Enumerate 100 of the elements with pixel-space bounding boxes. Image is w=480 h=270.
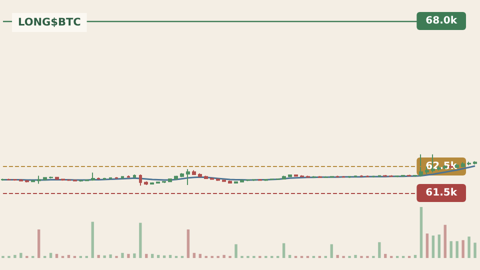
candlestick bbox=[473, 160, 477, 165]
candlestick bbox=[252, 178, 256, 182]
candlestick bbox=[49, 176, 53, 179]
candlestick bbox=[389, 174, 393, 178]
candlestick bbox=[413, 174, 417, 178]
candlestick bbox=[288, 174, 292, 178]
y-tick-label: 68.0k bbox=[426, 16, 458, 26]
bar bbox=[156, 254, 160, 258]
bar bbox=[282, 243, 286, 258]
candlestick bbox=[133, 174, 136, 179]
bar bbox=[426, 234, 429, 258]
bar bbox=[198, 254, 202, 258]
bar bbox=[336, 254, 339, 258]
candlestick bbox=[156, 181, 160, 184]
candlestick bbox=[150, 182, 154, 186]
candlestick bbox=[443, 164, 447, 170]
bar bbox=[109, 254, 112, 258]
candlestick bbox=[342, 176, 345, 178]
bar bbox=[14, 254, 16, 258]
bar bbox=[192, 252, 196, 258]
bar bbox=[162, 255, 166, 258]
candlestick bbox=[258, 178, 262, 182]
candlestick bbox=[19, 178, 23, 182]
bar bbox=[121, 252, 124, 258]
candlestick bbox=[282, 175, 286, 180]
candlestick bbox=[372, 175, 375, 178]
bar bbox=[186, 229, 190, 258]
bar bbox=[432, 236, 435, 258]
candlestick bbox=[324, 176, 328, 178]
candlestick bbox=[455, 163, 459, 168]
bar bbox=[103, 255, 106, 258]
bar bbox=[37, 229, 40, 258]
bar bbox=[49, 252, 52, 258]
candlestick bbox=[121, 176, 124, 179]
candlestick bbox=[115, 176, 118, 180]
y-tick-label: 61.5k bbox=[426, 188, 458, 198]
candlestick bbox=[360, 174, 363, 178]
candlestick bbox=[13, 178, 17, 182]
candlestick bbox=[228, 180, 232, 184]
bar bbox=[378, 242, 381, 258]
candlestick bbox=[270, 178, 274, 181]
candlestick bbox=[127, 175, 130, 178]
candlestick bbox=[234, 180, 238, 184]
bar bbox=[20, 252, 22, 258]
candlestick bbox=[174, 175, 178, 180]
candlestick bbox=[192, 170, 196, 176]
candlestick bbox=[348, 176, 351, 178]
candlestick bbox=[73, 179, 77, 182]
candlestick bbox=[1, 178, 5, 182]
candlestick bbox=[407, 174, 411, 177]
bar bbox=[67, 254, 70, 258]
bar bbox=[384, 254, 387, 258]
bar bbox=[330, 244, 333, 258]
bar bbox=[462, 240, 464, 258]
candlestick bbox=[31, 180, 35, 183]
candlestick bbox=[312, 176, 316, 178]
candlestick bbox=[25, 180, 29, 183]
candlestick bbox=[7, 178, 11, 181]
candlestick bbox=[354, 175, 357, 178]
candlestick bbox=[79, 180, 83, 182]
candlestick bbox=[168, 178, 172, 182]
bar bbox=[139, 222, 142, 258]
candlestick bbox=[240, 179, 244, 183]
candlestick bbox=[378, 174, 381, 178]
bar bbox=[55, 254, 58, 258]
candlestick bbox=[276, 178, 280, 180]
bar bbox=[474, 242, 476, 258]
candlestick bbox=[330, 176, 334, 178]
bar bbox=[91, 222, 94, 258]
candlestick bbox=[139, 174, 142, 186]
candlestick bbox=[144, 180, 148, 186]
bar bbox=[456, 241, 458, 258]
candlestick bbox=[419, 154, 423, 178]
bar bbox=[444, 224, 446, 258]
candlestick bbox=[55, 176, 59, 180]
candlestick bbox=[210, 177, 214, 180]
bar bbox=[420, 207, 423, 258]
candlestick bbox=[467, 161, 471, 166]
bar bbox=[414, 254, 417, 258]
candlestick bbox=[85, 179, 89, 182]
bar bbox=[450, 241, 452, 258]
candlestick bbox=[401, 174, 405, 178]
candlestick bbox=[37, 175, 41, 184]
candlestick bbox=[294, 174, 298, 178]
candlestick bbox=[222, 179, 226, 182]
bar bbox=[133, 253, 136, 258]
candlestick bbox=[300, 174, 304, 178]
bar bbox=[354, 254, 357, 258]
candlestick bbox=[336, 175, 339, 178]
candlestick bbox=[246, 179, 250, 182]
bar bbox=[438, 234, 441, 258]
bar bbox=[127, 254, 130, 258]
candlestick bbox=[449, 164, 453, 169]
chart-title: LONG$BTC bbox=[18, 16, 82, 28]
candlestick bbox=[306, 175, 310, 178]
candlestick bbox=[383, 174, 387, 178]
bar bbox=[151, 254, 154, 258]
bar bbox=[288, 254, 292, 258]
candlestick bbox=[216, 178, 220, 182]
candlestick bbox=[43, 176, 47, 181]
